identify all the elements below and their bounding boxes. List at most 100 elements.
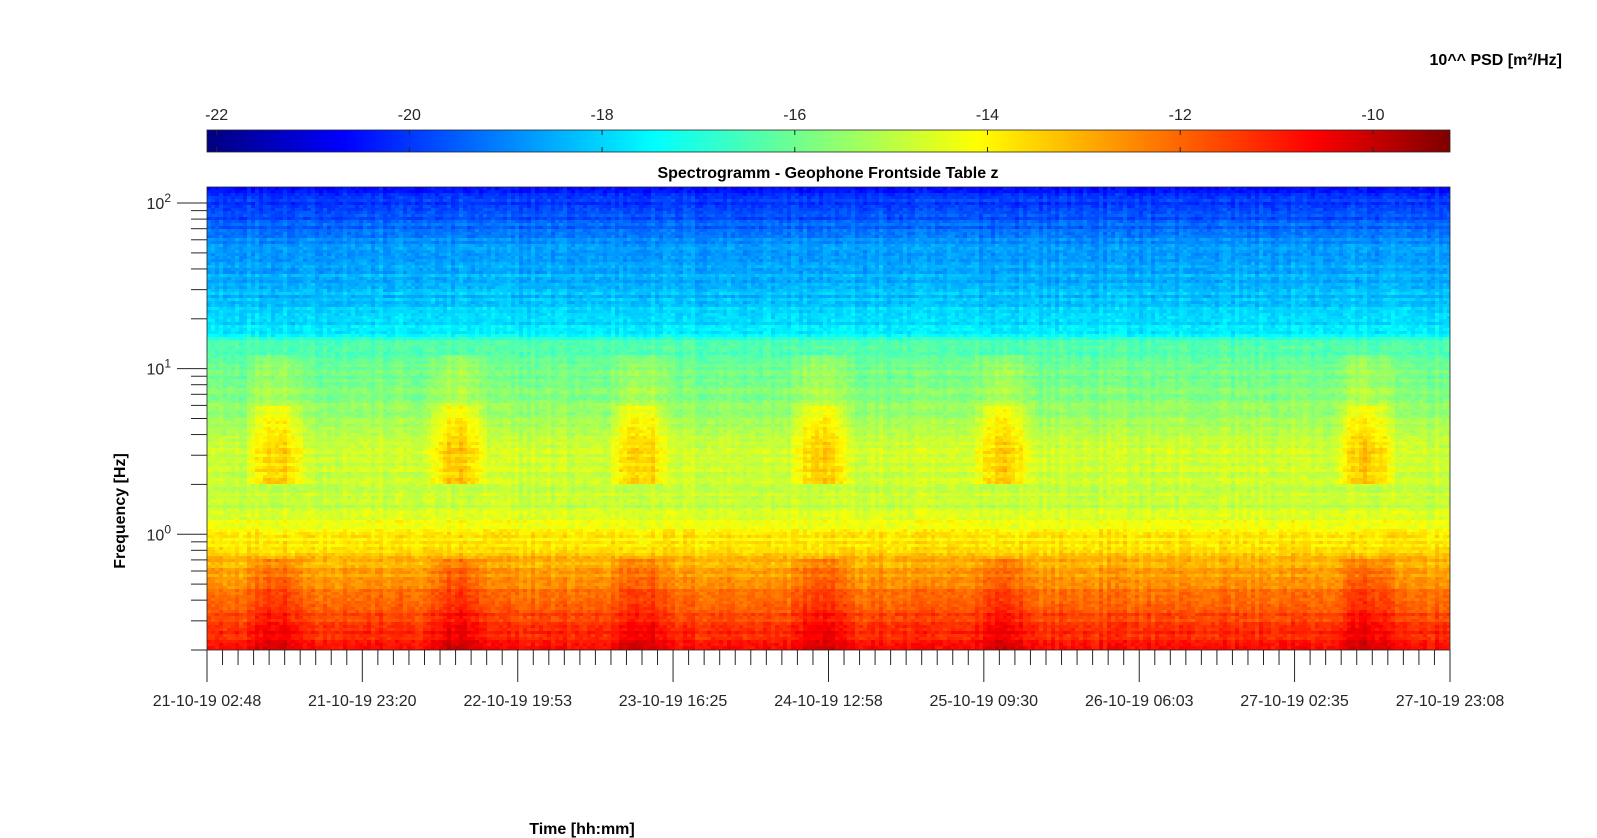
heatmap-cell	[635, 196, 639, 199]
heatmap-cell	[495, 202, 499, 205]
heatmap-cell	[1303, 202, 1307, 205]
heatmap-cell	[323, 193, 327, 196]
heatmap-cell	[1447, 202, 1451, 205]
heatmap-cell	[683, 187, 687, 190]
heatmap-cell	[239, 196, 243, 199]
heatmap-cell	[1435, 190, 1439, 193]
heatmap-cell	[251, 202, 255, 205]
heatmap-cell	[1123, 202, 1127, 205]
heatmap-cell	[1375, 196, 1379, 199]
heatmap-cell	[1343, 187, 1347, 190]
heatmap-cell	[1419, 190, 1423, 193]
heatmap-cell	[299, 187, 303, 190]
heatmap-cell	[1171, 193, 1175, 196]
heatmap-cell	[299, 190, 303, 193]
heatmap-cell	[1119, 199, 1123, 202]
heatmap-cell	[375, 205, 379, 208]
heatmap-cell	[331, 205, 335, 208]
heatmap-cell	[1227, 190, 1231, 193]
heatmap-cell	[259, 199, 263, 202]
heatmap-cell	[275, 199, 279, 202]
heatmap-cell	[663, 187, 667, 190]
heatmap-cell	[1443, 202, 1447, 205]
heatmap-cell	[675, 199, 679, 202]
heatmap-cell	[307, 187, 311, 190]
heatmap-cell	[423, 202, 427, 205]
heatmap-cell	[891, 199, 895, 202]
heatmap-cell	[435, 199, 439, 202]
heatmap-cell	[1135, 187, 1139, 190]
heatmap-cell	[915, 187, 919, 190]
heatmap-cell	[1287, 187, 1291, 190]
heatmap-cell	[1007, 202, 1011, 205]
heatmap-cell	[551, 190, 555, 193]
heatmap-cell	[907, 190, 911, 193]
heatmap-cell	[219, 205, 223, 208]
heatmap-cell	[407, 196, 411, 199]
heatmap-cell	[1339, 196, 1343, 199]
heatmap-cell	[551, 196, 555, 199]
heatmap-cell	[1031, 202, 1035, 205]
heatmap-cell	[1187, 193, 1191, 196]
heatmap-cell	[1155, 193, 1159, 196]
heatmap-cell	[1155, 202, 1159, 205]
heatmap-cell	[963, 190, 967, 193]
heatmap-cell	[1203, 199, 1207, 202]
heatmap-cell	[487, 193, 491, 196]
heatmap-cell	[1263, 190, 1267, 193]
heatmap-cell	[1207, 193, 1211, 196]
heatmap-cell	[399, 202, 403, 205]
heatmap-cell	[391, 202, 395, 205]
heatmap-cell	[395, 193, 399, 196]
heatmap-cell	[1211, 193, 1215, 196]
heatmap-cell	[1223, 202, 1227, 205]
heatmap-cell	[939, 193, 943, 196]
heatmap-cell	[1423, 202, 1427, 205]
heatmap-cell	[599, 199, 603, 202]
heatmap-cell	[867, 190, 871, 193]
heatmap-cell	[451, 190, 455, 193]
heatmap-cell	[807, 199, 811, 202]
heatmap-cell	[839, 196, 843, 199]
heatmap-cell	[1347, 199, 1351, 202]
heatmap-cell	[907, 202, 911, 205]
heatmap-cell	[219, 193, 223, 196]
heatmap-cell	[1103, 187, 1107, 190]
heatmap-cell	[1327, 193, 1331, 196]
heatmap-cell	[347, 196, 351, 199]
heatmap-cell	[1023, 187, 1027, 190]
heatmap-cell	[663, 193, 667, 196]
heatmap-cell	[1163, 190, 1167, 193]
heatmap-cell	[1259, 196, 1263, 199]
heatmap-cell	[895, 199, 899, 202]
heatmap-cell	[1271, 187, 1275, 190]
heatmap-cell	[1155, 199, 1159, 202]
heatmap-cell	[927, 202, 931, 205]
heatmap-cell	[887, 199, 891, 202]
heatmap-cell	[299, 202, 303, 205]
heatmap-cell	[675, 193, 679, 196]
heatmap-cell	[963, 196, 967, 199]
heatmap-cell	[1415, 202, 1419, 205]
heatmap-cell	[223, 193, 227, 196]
heatmap-cell	[535, 196, 539, 199]
heatmap-cell	[515, 202, 519, 205]
heatmap-cell	[275, 205, 279, 208]
heatmap-cell	[311, 199, 315, 202]
heatmap-cell	[1387, 202, 1391, 205]
heatmap-cell	[555, 196, 559, 199]
heatmap-cell	[1183, 196, 1187, 199]
heatmap-cell	[559, 199, 563, 202]
heatmap-cell	[571, 199, 575, 202]
heatmap-cell	[1191, 190, 1195, 193]
heatmap-cell	[1139, 193, 1143, 196]
heatmap-cell	[663, 190, 667, 193]
heatmap-cell	[343, 193, 347, 196]
heatmap-cell	[1371, 196, 1375, 199]
heatmap-cell	[731, 190, 735, 193]
heatmap-cell	[727, 190, 731, 193]
heatmap-cell	[263, 193, 267, 196]
heatmap-cell	[815, 190, 819, 193]
heatmap-cell	[1103, 196, 1107, 199]
heatmap-cell	[891, 193, 895, 196]
